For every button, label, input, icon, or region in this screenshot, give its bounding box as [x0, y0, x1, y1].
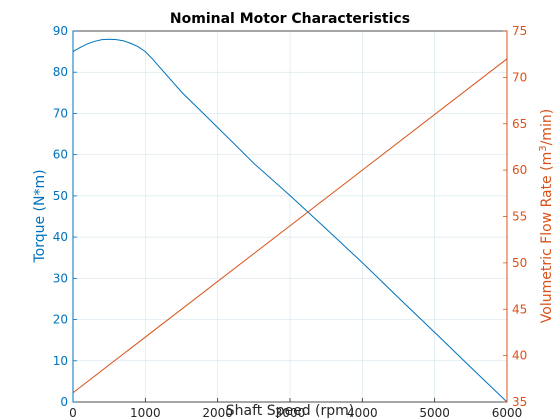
- y-left-tick-label: 40: [53, 230, 68, 244]
- y-left-tick-label: 60: [53, 148, 68, 162]
- y-right-tick-label: 60: [512, 163, 527, 177]
- y-right-tick-label: 40: [512, 349, 527, 363]
- x-tick-label: 6000: [492, 406, 523, 420]
- y-right-tick-label: 35: [512, 395, 527, 409]
- y-left-tick-label: 90: [53, 24, 68, 38]
- y-left-tick-label: 50: [53, 189, 68, 203]
- axis-ticks: 0 1000 2000 3000 4000 5000 6000 0 10 20 30 40 50 60 70…: [53, 24, 528, 420]
- x-tick-label: 4000: [347, 406, 378, 420]
- y-left-tick-label: 70: [53, 106, 68, 120]
- y-left-tick-label: 30: [53, 271, 68, 285]
- y-left-tick-label: 80: [53, 65, 68, 79]
- y-right-tick-label: 55: [512, 210, 527, 224]
- y-axis-label-left: Torque (N*m): [32, 169, 48, 263]
- y-left-tick-label: 10: [53, 354, 68, 368]
- y-right-tick-label: 50: [512, 256, 527, 270]
- x-axis-label: Shaft Speed (rpm): [226, 403, 355, 419]
- y-axis-label-right: Volumetric Flow Rate (m3/min): [538, 109, 555, 323]
- x-tick-label: 5000: [419, 406, 450, 420]
- chart-title: Nominal Motor Characteristics: [170, 11, 410, 27]
- x-tick-label: 0: [69, 406, 77, 420]
- y-right-tick-label: 75: [512, 24, 527, 38]
- y-right-tick-label: 65: [512, 117, 527, 131]
- y-left-tick-label: 0: [60, 395, 68, 409]
- series-lines: [72, 38, 508, 403]
- series-line-2: [72, 58, 508, 394]
- series-line-1: [72, 38, 508, 403]
- x-tick-label: 2000: [202, 406, 233, 420]
- y-right-tick-label: 45: [512, 302, 527, 316]
- y-left-tick-label: 20: [53, 313, 68, 327]
- y-right-tick-label: 70: [512, 70, 527, 84]
- x-tick-label: 3000: [275, 406, 306, 420]
- x-tick-label: 1000: [130, 406, 161, 420]
